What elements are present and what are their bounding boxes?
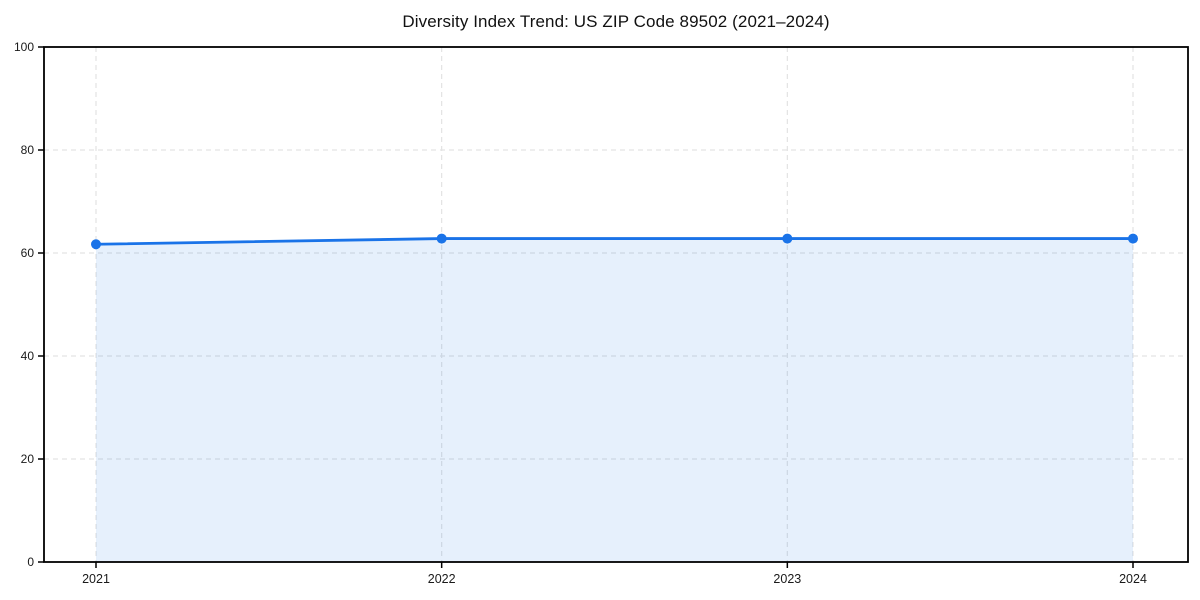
x-tick-label: 2021 <box>82 572 110 586</box>
x-tick-label: 2023 <box>773 572 801 586</box>
data-point <box>782 233 793 244</box>
trend-line <box>94 237 1135 246</box>
y-tick-label: 40 <box>21 349 35 363</box>
data-point <box>436 233 447 244</box>
x-tick-label: 2022 <box>428 572 456 586</box>
y-tick-label: 80 <box>21 143 35 157</box>
y-tick-label: 60 <box>21 246 35 260</box>
x-tick-label: 2024 <box>1119 572 1147 586</box>
y-tick-label: 20 <box>21 452 35 466</box>
data-point <box>91 239 101 250</box>
plot-border <box>43 46 1189 563</box>
chart-title: Diversity Index Trend: US ZIP Code 89502… <box>402 12 830 31</box>
data-point <box>1128 233 1138 244</box>
area-fill <box>96 238 1133 562</box>
y-tick-label: 100 <box>14 40 34 54</box>
y-tick-label: 0 <box>27 555 34 569</box>
